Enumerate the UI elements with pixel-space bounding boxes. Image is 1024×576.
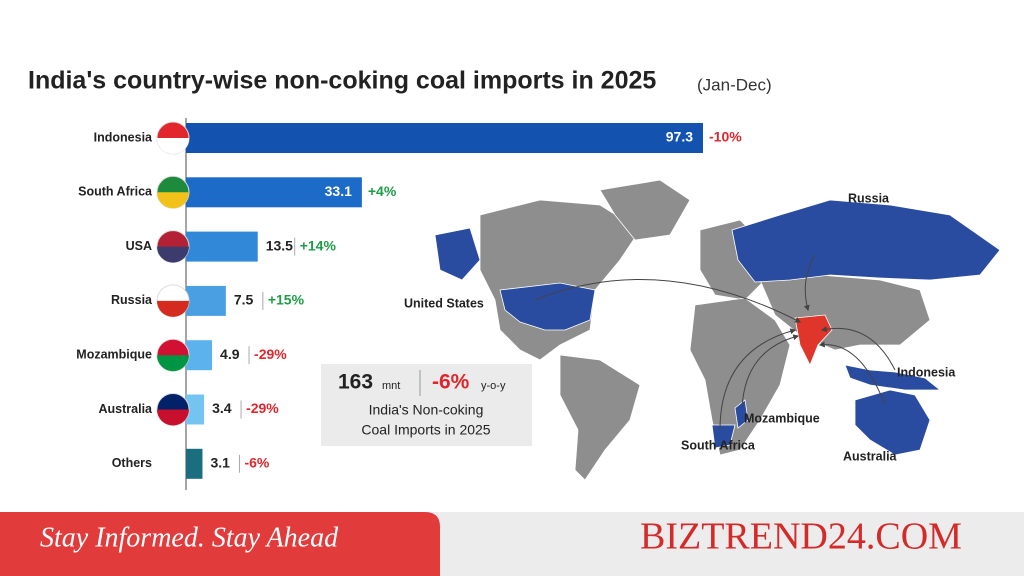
mozambique-shape xyxy=(734,399,749,429)
map-label: South Africa xyxy=(681,438,756,452)
alaska xyxy=(434,227,481,281)
summary-total: 163 xyxy=(338,371,373,394)
value-label: 3.4 xyxy=(212,400,232,416)
bar xyxy=(186,394,205,425)
summary-label: India's Non-coking xyxy=(369,402,484,418)
category-label: Indonesia xyxy=(94,130,153,144)
flag-detail xyxy=(157,409,189,426)
change-label: -29% xyxy=(246,400,279,416)
arrow-south-africa xyxy=(719,328,797,431)
arrow-russia xyxy=(803,254,816,312)
footer-tagline: Stay Informed. Stay Ahead xyxy=(40,522,339,553)
flag-detail xyxy=(157,355,189,372)
summary-box: 163 mnt -6% y-o-y India's Non-coking Coa… xyxy=(321,364,532,446)
value-label: 33.1 xyxy=(325,183,352,199)
usa-shape xyxy=(499,282,596,331)
value-label: 7.5 xyxy=(234,292,254,308)
chart-subtitle: (Jan-Dec) xyxy=(697,75,772,94)
footer-tagline-band xyxy=(0,512,440,576)
russia-shape xyxy=(731,199,1001,283)
bar xyxy=(186,123,703,153)
map-labels: Russia United States Indonesia Mozambiqu… xyxy=(404,191,956,463)
category-label: Others xyxy=(112,456,152,470)
flag-detail xyxy=(157,192,189,209)
trade-arrows xyxy=(534,254,896,431)
indonesia-shape xyxy=(844,364,942,391)
arrow-indonesia xyxy=(820,326,896,371)
arrow-usa xyxy=(534,279,802,323)
arrow-australia xyxy=(818,341,886,406)
change-label: +15% xyxy=(268,292,305,308)
bar xyxy=(186,231,258,262)
change-label: -6% xyxy=(244,455,269,471)
map-label: United States xyxy=(404,296,484,310)
africa xyxy=(689,297,791,456)
value-label: 97.3 xyxy=(666,129,693,145)
summary-change-unit: y-o-y xyxy=(481,380,506,392)
map-label: Mozambique xyxy=(744,411,820,425)
change-label: +4% xyxy=(368,183,397,199)
bar-chart: Indonesia 97.3 -10% South Africa 33.1 +4% USA 1… xyxy=(76,121,742,479)
bar xyxy=(186,285,226,316)
map-label: Russia xyxy=(848,191,890,205)
category-label: Russia xyxy=(111,293,153,307)
australia-shape xyxy=(854,389,931,456)
world-map xyxy=(434,179,1001,481)
bar xyxy=(186,448,203,479)
greenland xyxy=(599,179,691,241)
value-label: 13.5 xyxy=(266,237,293,253)
flag-detail xyxy=(157,300,189,317)
south-america xyxy=(559,354,641,481)
south-africa-shape xyxy=(711,424,736,449)
summary-background xyxy=(321,364,532,446)
flag-detail xyxy=(157,138,189,154)
summary-label: Coal Imports in 2025 xyxy=(361,422,490,438)
map-label: Australia xyxy=(843,449,898,463)
category-label: South Africa xyxy=(78,185,153,199)
category-label: USA xyxy=(126,239,152,253)
bar xyxy=(186,177,362,208)
value-label: 3.1 xyxy=(210,455,230,471)
map-label: Indonesia xyxy=(897,365,956,379)
change-label: -10% xyxy=(709,129,742,145)
chart-title: India's country-wise non-coking coal imp… xyxy=(28,67,656,95)
summary-unit: mnt xyxy=(382,380,400,392)
change-label: -29% xyxy=(254,346,287,362)
value-label: 4.9 xyxy=(220,346,240,362)
summary-change: -6% xyxy=(432,371,470,394)
category-label: Australia xyxy=(99,402,154,416)
change-label: +14% xyxy=(300,237,337,253)
footer-brand: BIZTREND24.COM xyxy=(640,516,962,558)
bar xyxy=(186,340,213,371)
category-label: Mozambique xyxy=(76,347,152,361)
flag-detail xyxy=(157,246,189,263)
arrow-mozambique xyxy=(741,334,800,409)
